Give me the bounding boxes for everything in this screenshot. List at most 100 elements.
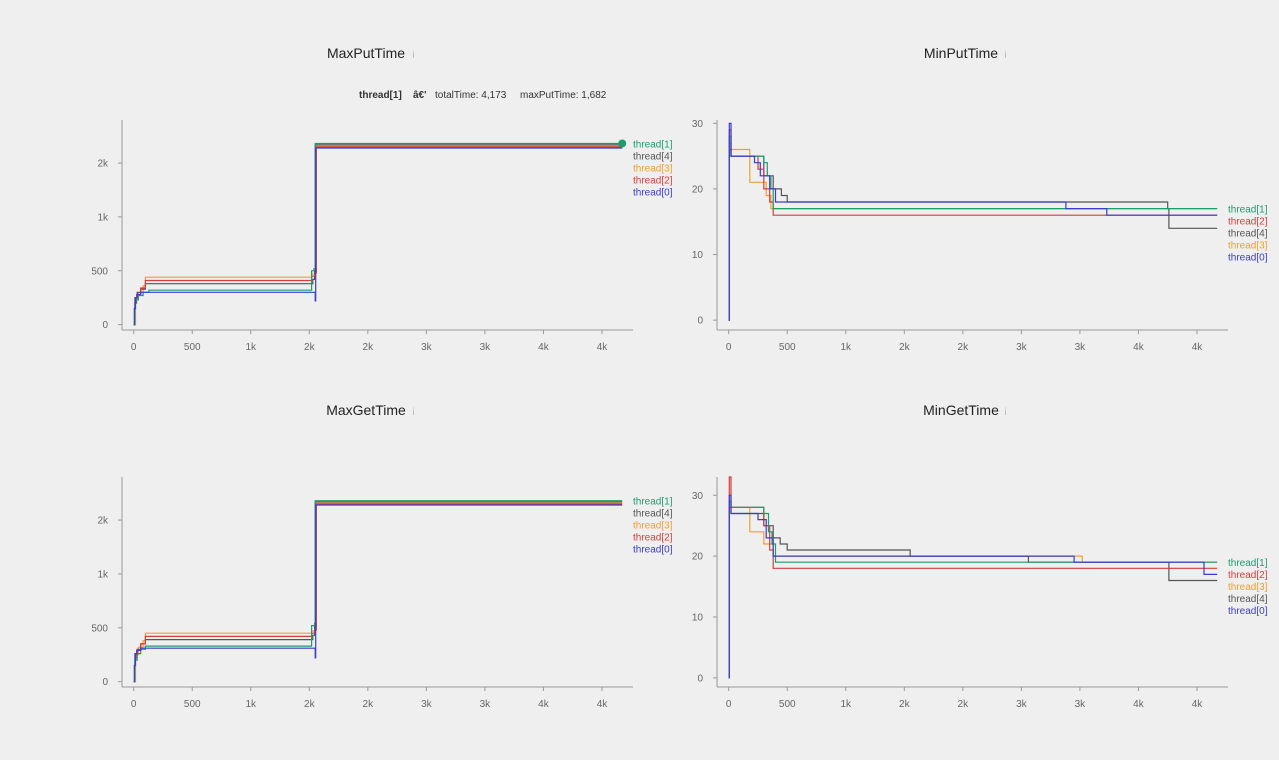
legend-item-thread4[interactable]: thread[4] xyxy=(1228,229,1268,240)
legend-item-thread3[interactable]: thread[3] xyxy=(633,163,673,174)
x-tick-label: 2k xyxy=(899,342,911,353)
series-line-thread3[interactable] xyxy=(728,500,1218,679)
y-tick-label: 500 xyxy=(91,266,108,277)
x-tick-label: 3k xyxy=(1016,342,1028,353)
legend-item-thread1[interactable]: thread[1] xyxy=(1228,558,1268,569)
x-tick-label: 3k xyxy=(480,699,492,710)
axes: 0 10 20 30 0 500 1k 2k 2k 3k 3k 4k 4k xyxy=(692,119,1228,353)
legend-item-thread0[interactable]: thread[0] xyxy=(1228,606,1268,617)
legend-item-thread3[interactable]: thread[3] xyxy=(1228,241,1268,252)
hover-point xyxy=(618,139,627,148)
legend-item-thread1[interactable]: thread[1] xyxy=(1228,205,1268,216)
tooltip-total-time: totalTime: 4,173 xyxy=(435,90,507,101)
legend: thread[1]thread[4]thread[3]thread[2]thre… xyxy=(633,497,673,556)
x-tick-label: 3k xyxy=(421,342,433,353)
series-line-thread2[interactable] xyxy=(728,129,1218,321)
y-tick-label: 0 xyxy=(697,316,703,327)
x-tick-label: 0 xyxy=(726,342,732,353)
series-line-thread2[interactable] xyxy=(133,146,623,326)
info-icon[interactable]: ⅰ xyxy=(1004,407,1007,418)
axes: 0 500 1k 2k 0 500 1k 2k 2k 3k 3k 4k 4k xyxy=(91,120,633,353)
series-line-thread4[interactable] xyxy=(728,506,1218,679)
series-line-thread2[interactable] xyxy=(728,476,1218,679)
x-tick-label: 0 xyxy=(726,699,732,710)
legend-item-thread0[interactable]: thread[0] xyxy=(1228,253,1268,264)
y-tick-label: 2k xyxy=(97,159,109,170)
legend-item-thread0[interactable]: thread[0] xyxy=(633,187,673,198)
series-line-thread0[interactable] xyxy=(133,504,623,683)
x-tick-label: 4k xyxy=(597,342,609,353)
series-line-thread4[interactable] xyxy=(728,148,1218,321)
series-line-thread3[interactable] xyxy=(133,145,623,326)
series-lines xyxy=(133,142,623,326)
x-tick-label: 500 xyxy=(184,342,201,353)
legend-item-thread2[interactable]: thread[2] xyxy=(1228,570,1268,581)
x-tick-label: 1k xyxy=(245,342,257,353)
series-line-thread2[interactable] xyxy=(133,503,623,683)
series-line-thread0[interactable] xyxy=(728,122,1218,321)
x-tick-label: 3k xyxy=(1075,342,1087,353)
series-line-thread1[interactable] xyxy=(728,135,1218,321)
legend-item-thread0[interactable]: thread[0] xyxy=(633,545,673,556)
chart-title: MaxGetTime xyxy=(326,402,406,418)
info-icon[interactable]: ⅰ xyxy=(1004,50,1007,61)
x-tick-label: 2k xyxy=(363,699,375,710)
y-tick-label: 500 xyxy=(91,623,108,634)
x-tick-label: 1k xyxy=(840,342,852,353)
legend: thread[1]thread[2]thread[4]thread[3]thre… xyxy=(1228,205,1268,264)
series-line-thread3[interactable] xyxy=(133,502,623,683)
x-tick-label: 4k xyxy=(1192,342,1204,353)
legend: thread[1]thread[2]thread[3]thread[4]thre… xyxy=(1228,558,1268,617)
series-line-thread1[interactable] xyxy=(133,142,623,326)
series-line-thread4[interactable] xyxy=(133,501,623,683)
legend-item-thread4[interactable]: thread[4] xyxy=(633,509,673,520)
legend-item-thread2[interactable]: thread[2] xyxy=(1228,217,1268,228)
chart-title: MinPutTime xyxy=(924,45,998,61)
tooltip-series-name: thread[1] xyxy=(359,90,402,101)
hover-tooltip: thread[1] â€' totalTime: 4,173 maxPutTim… xyxy=(359,90,607,101)
chart-panel-min-get-time: MinGetTime ⅰ 0 10 20 30 0 500 1k 2k 2k 3k 3k 4k 4k t… xyxy=(640,380,1279,760)
legend-item-thread2[interactable]: thread[2] xyxy=(633,533,673,544)
x-tick-label: 2k xyxy=(899,699,911,710)
y-tick-label: 0 xyxy=(102,677,108,688)
legend: thread[1]thread[4]thread[3]thread[2]thre… xyxy=(633,139,673,198)
axes: 0 10 20 30 0 500 1k 2k 2k 3k 3k 4k 4k xyxy=(692,477,1228,710)
series-lines xyxy=(133,500,623,683)
y-tick-label: 0 xyxy=(102,320,108,331)
x-tick-label: 4k xyxy=(597,699,609,710)
tooltip-max-put-time: maxPutTime: 1,682 xyxy=(520,90,607,101)
legend-item-thread3[interactable]: thread[3] xyxy=(633,521,673,532)
series-line-thread1[interactable] xyxy=(133,500,623,683)
info-icon[interactable]: ⅰ xyxy=(412,50,415,61)
series-line-thread0[interactable] xyxy=(728,494,1218,679)
series-line-thread1[interactable] xyxy=(728,500,1218,679)
legend-item-thread4[interactable]: thread[4] xyxy=(633,151,673,162)
x-tick-label: 4k xyxy=(1133,699,1145,710)
legend-item-thread1[interactable]: thread[1] xyxy=(633,497,673,508)
legend-item-thread3[interactable]: thread[3] xyxy=(1228,582,1268,593)
x-tick-label: 4k xyxy=(538,699,550,710)
hover-marker xyxy=(618,139,627,148)
legend-item-thread4[interactable]: thread[4] xyxy=(1228,594,1268,605)
x-tick-label: 3k xyxy=(1016,699,1028,710)
info-icon[interactable]: ⅰ xyxy=(412,407,415,418)
series-line-thread4[interactable] xyxy=(133,144,623,326)
x-tick-label: 2k xyxy=(958,342,970,353)
series-line-thread0[interactable] xyxy=(133,147,623,326)
x-tick-label: 0 xyxy=(131,699,137,710)
series-line-thread3[interactable] xyxy=(728,142,1218,321)
tooltip-separator: â€' xyxy=(413,90,427,101)
y-tick-label: 30 xyxy=(692,119,704,130)
x-tick-label: 1k xyxy=(245,699,257,710)
axes: 0 500 1k 2k 0 500 1k 2k 2k 3k 3k 4k 4k xyxy=(91,477,633,710)
x-tick-label: 0 xyxy=(131,342,137,353)
x-tick-label: 500 xyxy=(779,699,796,710)
x-tick-label: 4k xyxy=(1192,699,1204,710)
legend-item-thread1[interactable]: thread[1] xyxy=(633,139,673,150)
y-tick-label: 10 xyxy=(692,250,704,261)
y-tick-label: 20 xyxy=(692,184,704,195)
y-tick-label: 1k xyxy=(97,212,109,223)
y-tick-label: 10 xyxy=(692,613,704,624)
legend-item-thread2[interactable]: thread[2] xyxy=(633,175,673,186)
